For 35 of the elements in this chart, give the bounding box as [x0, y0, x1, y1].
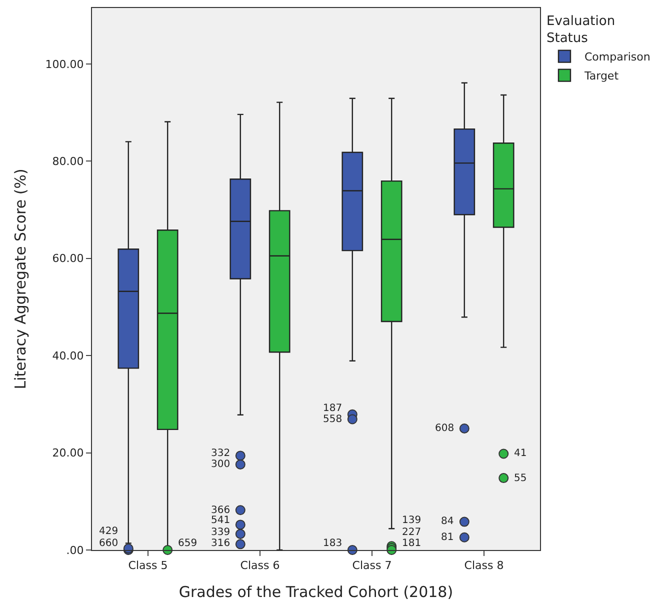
y-tick-label: 100.00 [45, 58, 84, 71]
annotation: 558 [323, 414, 342, 425]
annotation: 81 [441, 532, 454, 543]
annotation: 41 [514, 448, 527, 459]
annotation: 339 [211, 527, 230, 538]
y-tick-label: 60.00 [52, 252, 84, 266]
annotation: 55 [514, 473, 527, 484]
annotation: 183 [323, 538, 342, 549]
legend-label: Comparison [584, 50, 650, 64]
y-tick-label: 40.00 [52, 349, 84, 362]
x-tick-label: Class 6 [240, 559, 280, 572]
x-tick-label: Class 5 [128, 559, 168, 572]
annotation: 332 [211, 448, 230, 459]
annotation: 316 [211, 538, 230, 549]
y-tick-label: 20.00 [52, 446, 84, 460]
y-tick-label: 80.00 [52, 154, 84, 168]
annotation: 227 [402, 527, 422, 538]
annotation: 366 [211, 505, 230, 516]
annotation: 187 [323, 403, 342, 414]
annotation: 429 [99, 526, 118, 537]
annotation: 660 [99, 538, 118, 549]
annotation: 541 [211, 515, 230, 526]
annotation: 608 [435, 423, 454, 434]
annotation: 84 [441, 516, 454, 527]
annotation: 659 [178, 538, 198, 549]
annotation: 181 [402, 538, 422, 549]
legend-title: Evaluation Status [546, 14, 616, 46]
y-axis-title: Literacy Aggregate Score (%) [12, 168, 30, 390]
y-tick-label: .00 [66, 544, 84, 557]
x-tick-label: Class 7 [352, 559, 392, 572]
x-axis-title: Grades of the Tracked Cohort (2018) [178, 583, 454, 602]
annotation: 300 [211, 459, 230, 470]
x-tick-label: Class 8 [464, 559, 504, 572]
annotation: 139 [402, 515, 422, 526]
legend-label: Target [583, 70, 620, 83]
